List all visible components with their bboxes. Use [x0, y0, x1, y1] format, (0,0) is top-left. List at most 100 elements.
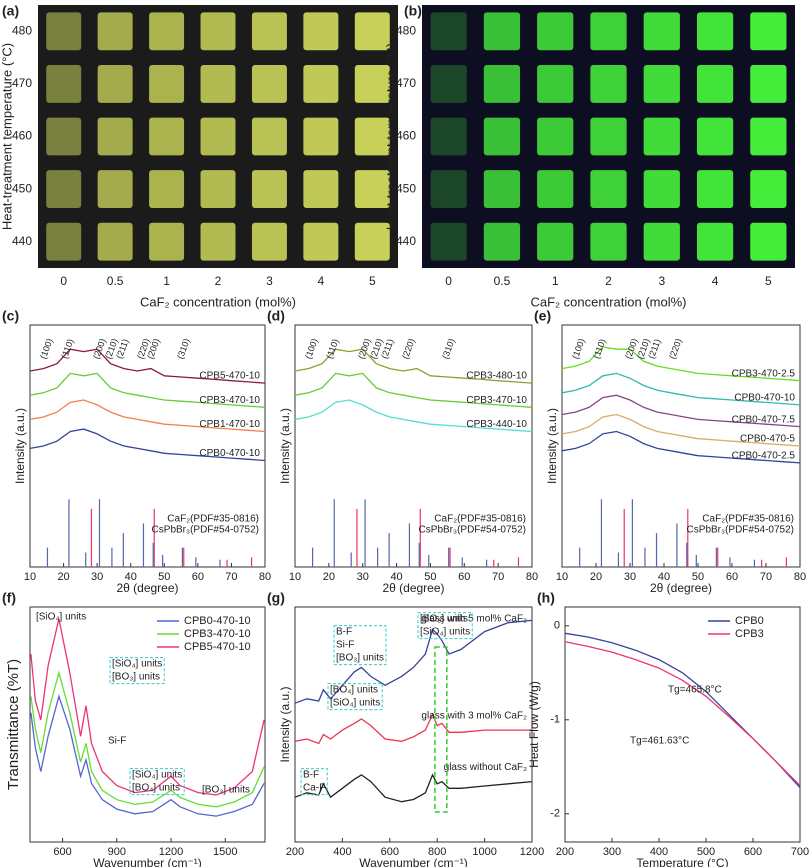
series-label: CPB0-470-10: [199, 448, 260, 459]
sample-photo: [643, 222, 680, 261]
x-tick-label: 0.5: [494, 274, 511, 288]
sample-photo: [46, 12, 82, 51]
x-tick-label: 40: [390, 571, 402, 583]
x-tick-label: 0: [60, 274, 67, 288]
sample-photo: [750, 222, 787, 261]
annotation-box: [327, 683, 383, 711]
sample-photo: [303, 117, 339, 156]
annotation: [BO₃] units: [420, 614, 468, 625]
annotation-box: [300, 768, 328, 796]
sample-photo: [97, 117, 133, 156]
series-label: CPB3-440-10: [466, 419, 527, 430]
x-tick-label: 600: [744, 846, 762, 858]
sample-photo: [303, 170, 339, 209]
series-line: [30, 694, 265, 817]
annotation: B-F: [336, 627, 352, 638]
sample-photo: [750, 12, 787, 51]
legend-label: CPB0-470-10: [184, 615, 251, 627]
sample-photo: [483, 170, 521, 209]
y-tick-label: 450: [396, 181, 416, 195]
legend-label: CPB3-470-10: [184, 628, 251, 640]
series-line: [561, 394, 801, 428]
series-line: [294, 773, 533, 803]
sample-photo: [430, 222, 467, 261]
y-axis-label: Intensity (a.u.): [278, 408, 292, 484]
sample-photo: [750, 170, 787, 209]
sample-photo: [97, 12, 133, 51]
plot-frame: [564, 606, 801, 843]
sample-photo: [149, 117, 185, 156]
series-line: [294, 399, 533, 433]
y-axis-label: Transmittance (%T): [5, 659, 22, 790]
sample-photo: [537, 170, 574, 209]
sample-photo: [696, 117, 734, 156]
reference-label: CsPbBr₃(PDF#54-0752): [687, 525, 794, 536]
x-tick-label: 300: [603, 846, 621, 858]
sample-photo: [97, 222, 133, 261]
peak-label: (220): [667, 337, 684, 360]
sample-photo: [590, 222, 627, 261]
panel-label: (a): [2, 3, 19, 19]
y-tick-label: 440: [12, 234, 32, 248]
annotation: Tg=465.8°C: [668, 685, 722, 696]
y-tick-label: -2: [550, 808, 560, 820]
x-tick-label: 40: [658, 571, 670, 583]
series-line: [30, 618, 265, 796]
sample-photo: [251, 64, 287, 103]
x-tick-label: 700: [791, 846, 809, 858]
series-label: CPB3-470-2.5: [732, 368, 796, 379]
peak-label: (100): [303, 337, 320, 360]
annotation: Si-F: [108, 736, 126, 747]
y-tick-label: 460: [12, 129, 32, 143]
sample-photo: [643, 12, 680, 51]
x-axis-label: 2θ (degree): [116, 581, 178, 595]
series-line: [561, 372, 801, 406]
series-label: glass without CaF₂: [444, 762, 527, 773]
sample-photo: [149, 170, 185, 209]
sample-photo: [251, 170, 287, 209]
x-tick-label: 70: [492, 571, 504, 583]
sample-photo: [537, 117, 574, 156]
series-line: [564, 632, 801, 788]
x-tick-label: 80: [259, 571, 271, 583]
sample-photo: [149, 64, 185, 103]
sample-photo: [590, 117, 627, 156]
x-tick-label: 400: [650, 846, 668, 858]
x-tick-label: 5: [369, 274, 376, 288]
series-line: [294, 372, 533, 408]
x-tick-label: 2: [215, 274, 222, 288]
series-label: glass with 5 mol% CaF₂: [421, 614, 527, 625]
x-tick-label: 50: [424, 571, 436, 583]
annotation: [SiO₄] units: [112, 659, 162, 670]
x-tick-label: 200: [286, 846, 304, 858]
x-tick-label: 1: [552, 274, 559, 288]
plot-frame: [29, 606, 266, 843]
y-tick-label: 480: [12, 23, 32, 37]
reference-label: CsPbBr₃(PDF#54-0752): [419, 525, 526, 536]
x-axis-label: Temperature (°C): [636, 856, 728, 867]
sample-photo: [430, 170, 467, 209]
panel-label: (c): [2, 308, 19, 324]
sample-photo: [537, 12, 574, 51]
series-line: [564, 641, 801, 787]
x-tick-label: 20: [323, 571, 335, 583]
reference-label: CaF₂(PDF#35-0816): [434, 514, 526, 525]
annotation: [BO₃] units: [202, 785, 250, 796]
x-tick-label: 200: [556, 846, 574, 858]
series-label: CPB5-470-10: [199, 371, 260, 382]
x-axis-label: Wavenumber (cm⁻¹): [93, 856, 202, 867]
sample-photo: [590, 170, 627, 209]
series-line: [29, 348, 266, 384]
sample-photo: [354, 117, 390, 156]
series-line: [294, 619, 533, 704]
sample-photo: [483, 12, 521, 51]
x-axis-label: Wavenumber (cm⁻¹): [359, 856, 468, 867]
y-tick-label: 450: [12, 181, 32, 195]
sample-photo: [97, 64, 133, 103]
sample-photo: [200, 64, 236, 103]
y-axis-label: Intensity (a.u.): [545, 408, 559, 484]
sample-photo: [430, 117, 467, 156]
legend-label: CPB5-470-10: [184, 641, 251, 653]
